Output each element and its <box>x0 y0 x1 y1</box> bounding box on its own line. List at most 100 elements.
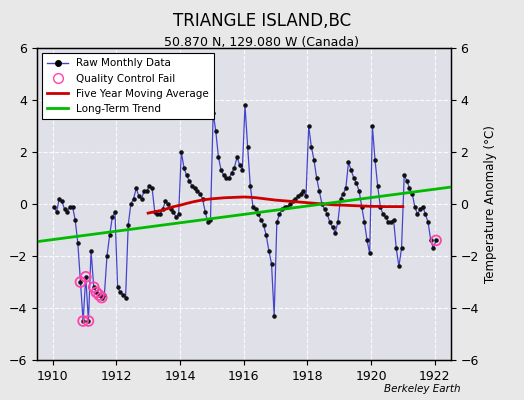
Point <box>363 237 371 244</box>
Point <box>79 318 88 324</box>
Point <box>342 185 350 192</box>
Point <box>66 203 74 210</box>
Point <box>344 159 353 166</box>
Point <box>267 261 276 267</box>
Point <box>95 292 103 298</box>
Point <box>304 123 313 129</box>
Point <box>222 175 231 181</box>
Point <box>281 203 289 210</box>
Point <box>265 248 273 254</box>
Point <box>90 284 98 290</box>
Point <box>220 172 228 178</box>
Point <box>254 211 263 218</box>
Point <box>148 185 156 192</box>
Point <box>424 219 432 225</box>
Point <box>249 203 257 210</box>
Point <box>58 198 66 205</box>
Point <box>161 198 170 205</box>
Point <box>132 185 140 192</box>
Point <box>145 182 154 189</box>
Point <box>105 232 114 238</box>
Point <box>376 203 385 210</box>
Point <box>238 167 246 174</box>
Point <box>103 253 111 259</box>
Point <box>371 156 379 163</box>
Point <box>87 248 95 254</box>
Point <box>411 203 419 210</box>
Point <box>283 203 292 210</box>
Point <box>432 237 440 244</box>
Point <box>164 201 172 207</box>
Point <box>421 211 430 218</box>
Point <box>167 206 175 212</box>
Point <box>92 289 101 296</box>
Point <box>82 274 90 280</box>
Point <box>100 292 108 298</box>
Point <box>60 206 69 212</box>
Point <box>63 209 71 215</box>
Point <box>74 240 82 246</box>
Point <box>182 172 191 178</box>
Point <box>50 203 58 210</box>
Point <box>347 167 355 174</box>
Point <box>272 219 281 225</box>
Point <box>339 190 347 197</box>
Point <box>185 178 193 184</box>
Point <box>246 182 255 189</box>
Point <box>360 219 368 225</box>
Point <box>315 188 323 194</box>
Point <box>77 279 85 285</box>
Point <box>143 188 151 194</box>
Point <box>352 180 361 186</box>
Point <box>195 190 204 197</box>
Point <box>252 206 260 212</box>
Point <box>286 201 294 207</box>
Point <box>326 219 334 225</box>
Point <box>257 216 265 223</box>
Point <box>84 318 93 324</box>
Point <box>289 198 297 205</box>
Point <box>159 206 167 212</box>
Point <box>395 263 403 270</box>
Point <box>90 284 98 290</box>
Point <box>355 188 363 194</box>
Point <box>374 182 382 189</box>
Point <box>270 313 278 319</box>
Point <box>212 128 220 134</box>
Point <box>427 237 435 244</box>
Point <box>153 211 161 218</box>
Point <box>82 274 90 280</box>
Y-axis label: Temperature Anomaly (°C): Temperature Anomaly (°C) <box>484 125 497 283</box>
Point <box>381 214 390 220</box>
Point <box>384 219 392 225</box>
Point <box>432 237 440 244</box>
Point <box>230 164 238 171</box>
Text: TRIANGLE ISLAND,BC: TRIANGLE ISLAND,BC <box>173 12 351 30</box>
Point <box>55 196 63 202</box>
Point <box>97 294 106 301</box>
Legend: Raw Monthly Data, Quality Control Fail, Five Year Moving Average, Long-Term Tren: Raw Monthly Data, Quality Control Fail, … <box>42 53 214 119</box>
Point <box>262 232 270 238</box>
Point <box>329 224 337 230</box>
Point <box>402 178 411 184</box>
Point <box>297 190 305 197</box>
Point <box>68 203 77 210</box>
Point <box>320 206 329 212</box>
Point <box>392 245 400 251</box>
Point <box>119 292 127 298</box>
Point <box>71 216 79 223</box>
Point <box>124 222 133 228</box>
Text: 50.870 N, 129.080 W (Canada): 50.870 N, 129.080 W (Canada) <box>165 36 359 49</box>
Point <box>169 209 178 215</box>
Point <box>217 167 225 174</box>
Point <box>312 175 321 181</box>
Point <box>201 209 210 215</box>
Point <box>122 294 130 301</box>
Point <box>156 211 164 218</box>
Point <box>193 188 201 194</box>
Point <box>92 289 101 296</box>
Point <box>379 211 387 218</box>
Point <box>95 292 103 298</box>
Point <box>368 123 377 129</box>
Point <box>177 149 185 155</box>
